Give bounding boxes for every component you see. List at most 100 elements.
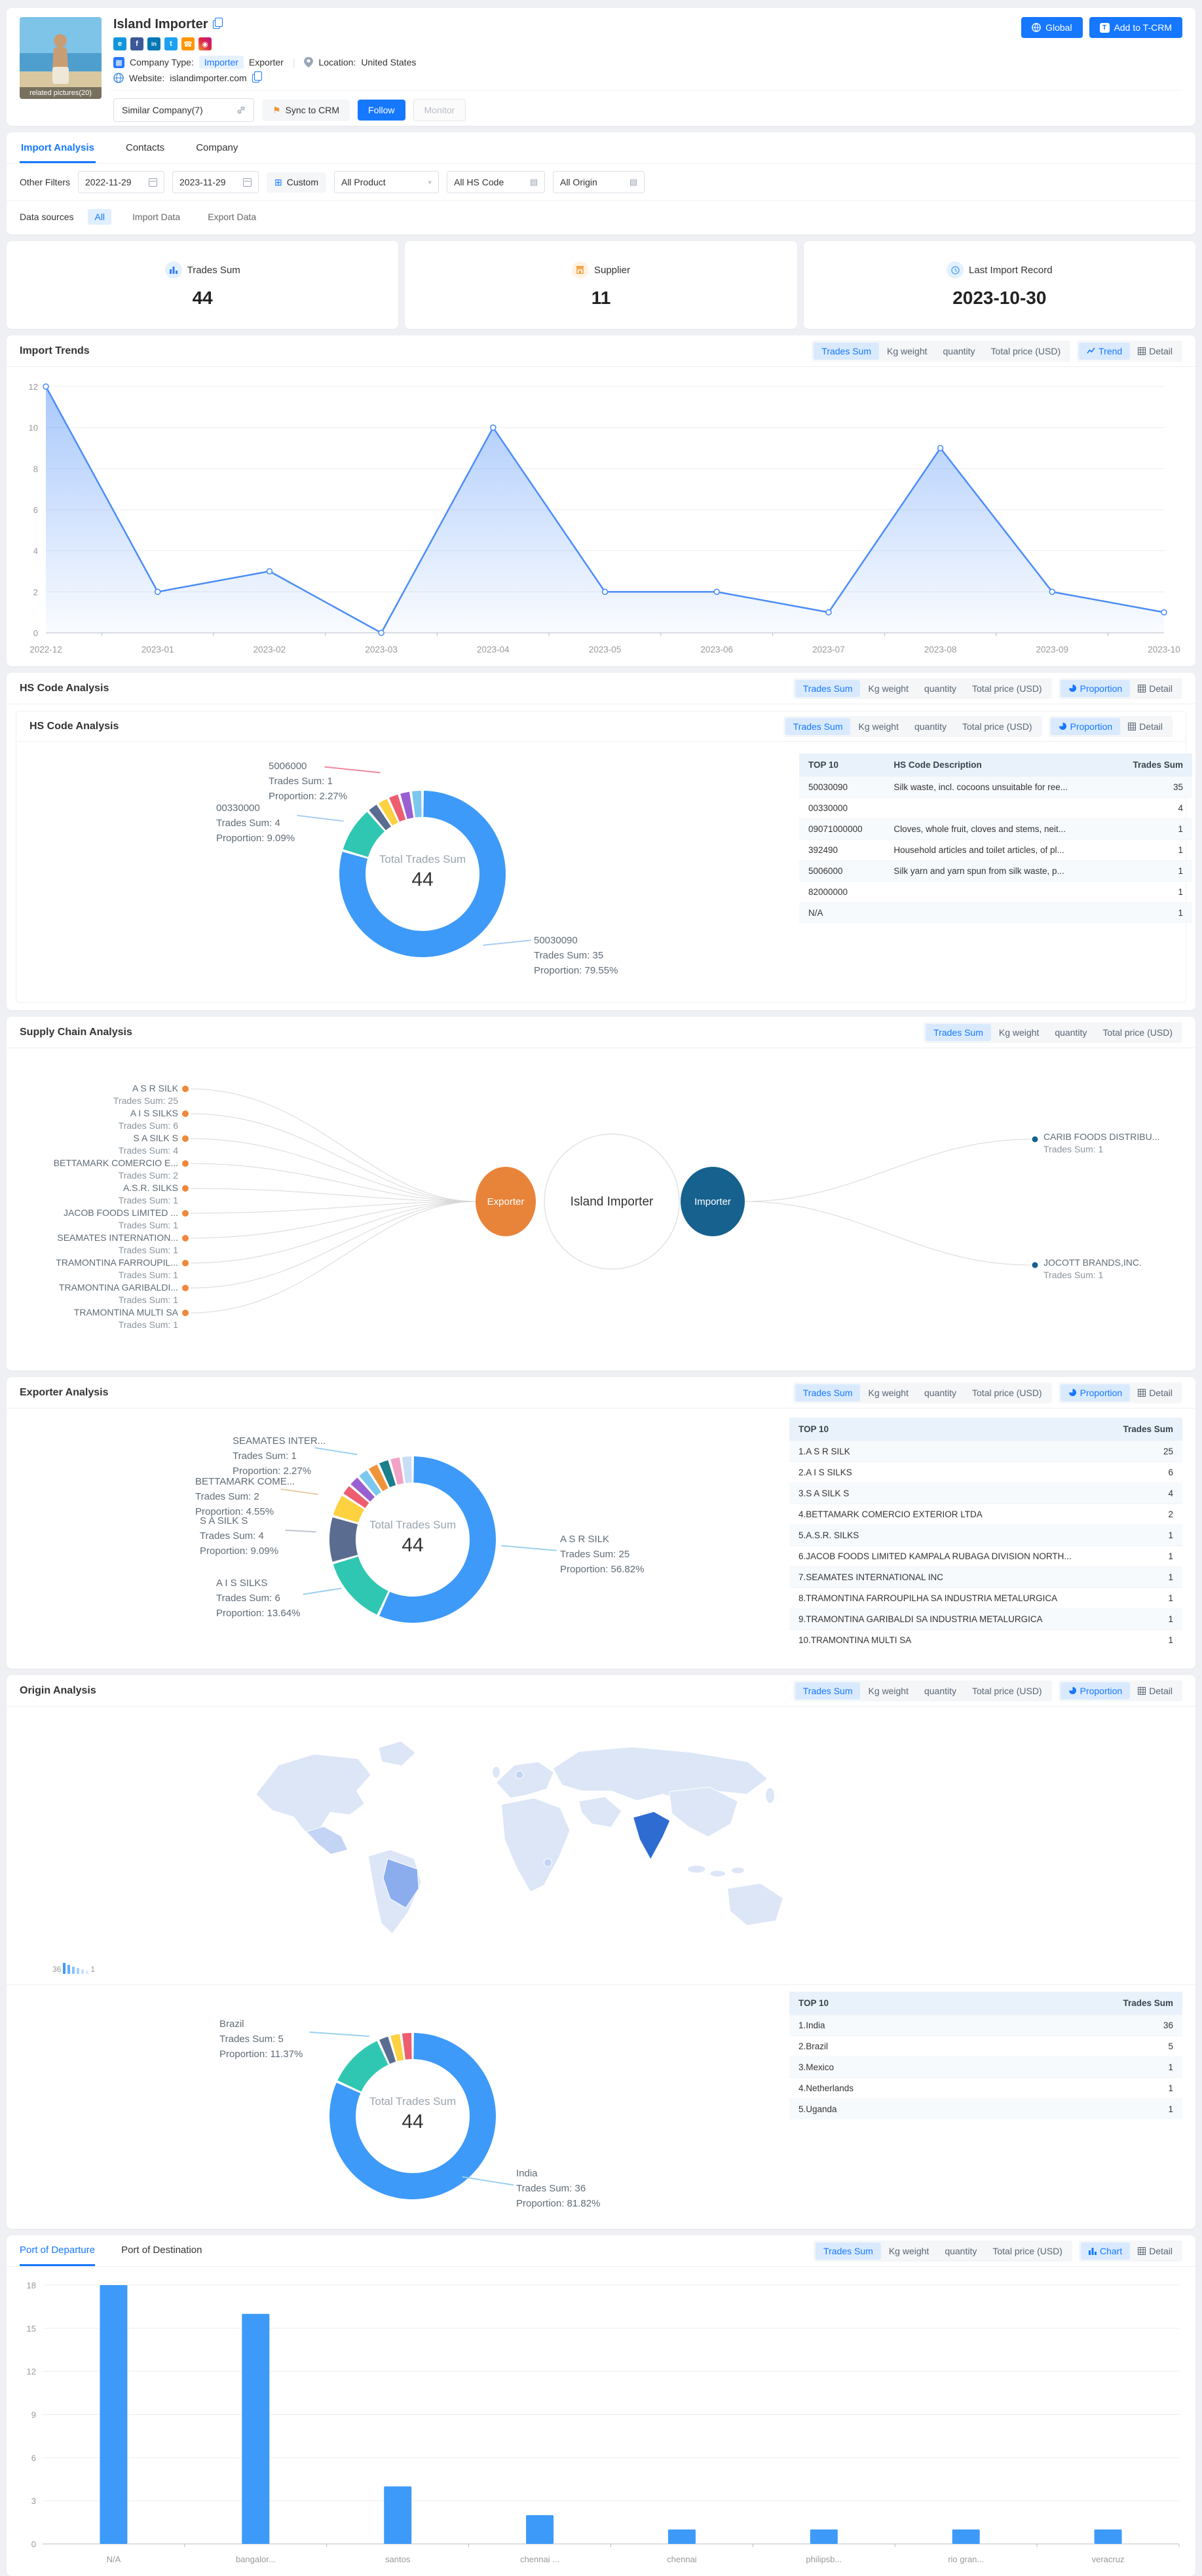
view-chart[interactable]: Chart	[1080, 2242, 1131, 2260]
metric-total-price[interactable]: Total price (USD)	[972, 1387, 1042, 1398]
monitor-button[interactable]: Monitor	[413, 99, 466, 121]
similar-company-select[interactable]: Similar Company(7)	[113, 98, 254, 122]
table-row[interactable]: 00330000 4	[799, 797, 1192, 819]
metric-total-price[interactable]: Total price (USD)	[962, 721, 1032, 732]
origin-donut-chart[interactable]: India: 36Brazil: 5Mexico: 1Netherlands: …	[272, 1986, 554, 2229]
metric-kg-weight[interactable]: Kg weight	[868, 1387, 909, 1398]
table-row[interactable]: 4.BETTAMARK COMERCIO EXTERIOR LTDA 2	[789, 1504, 1182, 1525]
data-source-export[interactable]: Export Data	[208, 212, 257, 222]
view-detail[interactable]: Detail	[1130, 1682, 1180, 1699]
table-row[interactable]: 10.TRAMONTINA MULTI SA 1	[789, 1629, 1182, 1650]
global-button[interactable]: Global	[1021, 17, 1083, 38]
table-row[interactable]: 2.Brazil 5	[789, 2036, 1182, 2057]
table-row[interactable]: N/A 1	[799, 902, 1192, 923]
origin-world-map[interactable]: 36 1	[7, 1707, 1195, 1985]
table-row[interactable]: 2.A I S SILKS 6	[789, 1462, 1182, 1483]
table-row[interactable]: 9.TRAMONTINA GARIBALDI SA INDUSTRIA META…	[789, 1608, 1182, 1630]
metric-quantity[interactable]: quantity	[924, 683, 957, 694]
metric-trades-sum[interactable]: Trades Sum	[926, 1023, 991, 1041]
website-value[interactable]: islandimporter.com	[170, 73, 247, 83]
table-row[interactable]: 7.SEAMATES INTERNATIONAL INC 1	[789, 1566, 1182, 1588]
metric-quantity[interactable]: quantity	[945, 2245, 977, 2256]
table-row[interactable]: 392490 Household articles and toilet arti…	[799, 839, 1192, 861]
metric-quantity[interactable]: quantity	[924, 1387, 957, 1398]
follow-button[interactable]: Follow	[358, 100, 405, 121]
metric-total-price[interactable]: Total price (USD)	[972, 1685, 1042, 1696]
table-row[interactable]: 5006000 Silk yarn and yarn spun from silk…	[799, 860, 1192, 882]
metric-total-price[interactable]: Total price (USD)	[992, 2245, 1062, 2256]
table-row[interactable]: 5.A.S.R. SILKS 1	[789, 1525, 1182, 1546]
date-from-input[interactable]: 2022-11-29	[78, 171, 165, 193]
view-proportion[interactable]: Proportion	[1050, 717, 1121, 735]
metric-quantity[interactable]: quantity	[1055, 1027, 1087, 1038]
metric-trades-sum[interactable]: Trades Sum	[785, 717, 851, 735]
tab-port-of-departure[interactable]: Port of Departure	[20, 2235, 96, 2266]
view-trend[interactable]: Trend	[1079, 342, 1131, 360]
supply-chain-diagram[interactable]: A S R SILK Trades Sum: 25 A I S SILKS Trade…	[7, 1048, 1195, 1369]
metric-kg-weight[interactable]: Kg weight	[858, 721, 899, 732]
linkedin-icon[interactable]: in	[147, 37, 160, 50]
tab-company[interactable]: Company	[196, 142, 238, 153]
data-source-all[interactable]: All	[88, 209, 112, 225]
view-detail[interactable]: Detail	[1120, 718, 1171, 735]
metric-trades-sum[interactable]: Trades Sum	[795, 1384, 861, 1401]
phone-icon[interactable]: ☎	[181, 37, 195, 50]
metric-trades-sum[interactable]: Trades Sum	[795, 1682, 861, 1699]
custom-range-button[interactable]: ⊞ Custom	[267, 172, 326, 193]
data-source-import[interactable]: Import Data	[132, 212, 181, 222]
twitter-icon[interactable]: t	[164, 37, 178, 50]
origin-select[interactable]: All Origin ▤	[552, 171, 645, 193]
table-row[interactable]: 4.Netherlands 1	[789, 2077, 1182, 2099]
product-select[interactable]: All Product ▾	[333, 171, 439, 193]
table-row[interactable]: 8.TRAMONTINA FARROUPILHA SA INDUSTRIA ME…	[789, 1587, 1182, 1609]
metric-trades-sum[interactable]: Trades Sum	[814, 342, 880, 360]
tab-port-of-destination[interactable]: Port of Destination	[121, 2244, 202, 2256]
metric-trades-sum[interactable]: Trades Sum	[795, 679, 861, 697]
table-row[interactable]: 1.A S R SILK 25	[789, 1441, 1182, 1462]
instagram-icon[interactable]: ◉	[198, 37, 212, 50]
metric-quantity[interactable]: quantity	[914, 721, 947, 732]
table-row[interactable]: 3.Mexico 1	[789, 2056, 1182, 2078]
metric-kg-weight[interactable]: Kg weight	[998, 1027, 1040, 1038]
view-detail[interactable]: Detail	[1130, 2243, 1180, 2260]
table-row[interactable]: 5.Uganda 1	[789, 2098, 1182, 2119]
copy-icon[interactable]	[213, 18, 223, 29]
company-type-exporter[interactable]: Exporter	[248, 57, 284, 67]
view-detail[interactable]: Detail	[1130, 680, 1180, 697]
metric-kg-weight[interactable]: Kg weight	[868, 683, 909, 694]
facebook-icon[interactable]: f	[130, 37, 143, 50]
table-row[interactable]: 82000000 1	[799, 881, 1192, 903]
copy-icon[interactable]	[252, 71, 262, 83]
metric-kg-weight[interactable]: Kg weight	[887, 345, 928, 356]
metric-kg-weight[interactable]: Kg weight	[888, 2245, 930, 2256]
company-type-importer[interactable]: Importer	[198, 56, 244, 69]
view-proportion[interactable]: Proportion	[1060, 679, 1131, 697]
view-detail[interactable]: Detail	[1130, 343, 1180, 360]
view-proportion[interactable]: Proportion	[1060, 1682, 1131, 1699]
view-proportion[interactable]: Proportion	[1060, 1384, 1131, 1401]
metric-total-price[interactable]: Total price (USD)	[1102, 1027, 1173, 1038]
table-row[interactable]: 09071000000 Cloves, whole fruit, cloves a…	[799, 818, 1192, 840]
metric-switcher: Trades Sum Kg weight quantity Total pric…	[793, 1680, 1052, 1701]
hs-code-select[interactable]: All HS Code ▤	[446, 171, 545, 193]
metric-kg-weight[interactable]: Kg weight	[868, 1685, 909, 1696]
table-row[interactable]: 1.India 36	[789, 2015, 1182, 2036]
tab-import-analysis[interactable]: Import Analysis	[20, 132, 96, 163]
metric-quantity[interactable]: quantity	[943, 345, 975, 356]
view-detail[interactable]: Detail	[1130, 1384, 1180, 1401]
metric-trades-sum[interactable]: Trades Sum	[816, 2242, 881, 2260]
add-to-tcrm-button[interactable]: T Add to T-CRM	[1089, 17, 1182, 38]
metric-quantity[interactable]: quantity	[924, 1685, 957, 1696]
sync-to-crm-button[interactable]: ⚑ Sync to CRM	[262, 99, 350, 121]
tab-contacts[interactable]: Contacts	[125, 142, 165, 153]
date-to-input[interactable]: 2023-11-29	[172, 171, 259, 193]
company-photo[interactable]: related pictures(20)	[20, 17, 102, 99]
exporter-donut-chart[interactable]: A S R SILK: 25A I S SILKS: 6S A SILK S: …	[272, 1410, 554, 1669]
browser-icon[interactable]: e	[113, 37, 126, 50]
table-row[interactable]: 6.JACOB FOODS LIMITED KAMPALA RUBAGA DIV…	[789, 1545, 1182, 1567]
metric-total-price[interactable]: Total price (USD)	[972, 683, 1042, 694]
metric-total-price[interactable]: Total price (USD)	[990, 345, 1061, 356]
table-row[interactable]: 50030090 Silk waste, incl. cocoons unsuit…	[799, 776, 1192, 798]
